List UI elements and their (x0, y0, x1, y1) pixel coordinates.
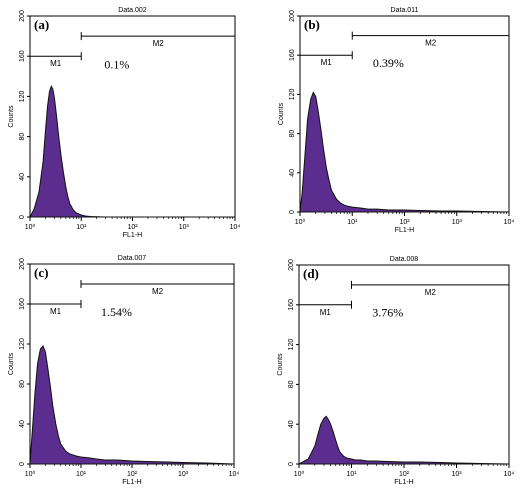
y-tick-label: 120 (289, 88, 296, 100)
x-tick-label: 10³ (451, 471, 462, 478)
x-axis-label: FL1-H (122, 479, 141, 486)
y-tick-label: 80 (19, 380, 26, 388)
y-tick-label: 80 (289, 130, 296, 138)
marker-m2-label: M2 (425, 39, 437, 48)
y-tick-label: 40 (289, 169, 296, 177)
y-tick-label: 80 (288, 380, 295, 388)
chart-panel-4: Data.008 (d) 0 40 80 120 160 200 10⁰ 10¹ 10² 10³ 10⁴… (277, 256, 514, 486)
histogram-area (29, 345, 235, 465)
x-tick-label: 10¹ (76, 471, 87, 478)
x-tick-label: 10³ (179, 224, 190, 231)
x-tick-label: 10³ (178, 471, 189, 478)
x-tick-label: 10¹ (347, 219, 358, 226)
y-tick-label: 200 (19, 258, 26, 270)
y-tick-label: 40 (19, 173, 26, 181)
y-axis-label: Counts (8, 105, 15, 128)
y-tick-label: 200 (289, 10, 296, 22)
x-tick-label: 10⁰ (25, 470, 36, 478)
x-axis-label: FL1-H (123, 232, 142, 239)
plot-frame (29, 263, 235, 465)
x-tick-label: 10⁴ (230, 224, 241, 231)
x-axis-label: FL1-H (394, 479, 413, 486)
marker-m2-label: M2 (152, 287, 164, 296)
chart-panel-2: Data.011 (b) 0 40 80 120 160 200 10⁰ 10¹ 10² 10³ 10⁴… (278, 7, 514, 234)
x-tick-label: 10² (127, 224, 138, 231)
histogram-area (298, 415, 510, 465)
y-tick-label: 200 (19, 10, 26, 22)
histogram-area (29, 85, 235, 218)
x-tick-label: 10⁴ (504, 219, 515, 226)
y-tick-label: 0 (19, 462, 26, 466)
y-tick-label: 0 (19, 215, 26, 219)
chart-panel-1: Data.002 (a) 0 40 80 120 160 200 10⁰ 10¹ 10² 10³ 10⁴… (8, 7, 240, 239)
x-tick-label: 10¹ (76, 224, 87, 231)
marker-m2-label: M2 (425, 288, 437, 297)
plot-frame (299, 15, 510, 213)
percentage-annotation: 0.39% (373, 56, 404, 70)
y-tick-label: 0 (288, 462, 295, 466)
chart-title: Data.011 (391, 7, 419, 14)
panel-label: (c) (34, 265, 48, 280)
percentage-annotation: 0.1% (104, 57, 129, 71)
x-tick-label: 10² (399, 219, 410, 226)
y-tick-label: 160 (19, 298, 26, 310)
chart-panel-3: Data.007 (c) 0 40 80 120 160 200 10⁰ 10¹ 10² 10³ 10⁴… (8, 255, 239, 486)
y-tick-label: 40 (288, 420, 295, 428)
y-tick-label: 200 (288, 259, 295, 271)
x-tick-label: 10³ (452, 219, 463, 226)
y-tick-label: 0 (289, 210, 296, 214)
y-tick-label: 120 (288, 339, 295, 351)
chart-title: Data.007 (118, 255, 147, 262)
percentage-annotation: 3.76% (372, 306, 403, 320)
y-tick-label: 160 (289, 49, 296, 61)
x-tick-label: 10⁰ (295, 218, 306, 226)
histogram-area (299, 91, 510, 213)
x-tick-label: 10¹ (346, 471, 357, 478)
marker-m1-label: M1 (321, 58, 333, 67)
marker-m2-label: M2 (153, 39, 165, 48)
x-tick-label: 10⁰ (294, 470, 305, 478)
panel-label: (b) (304, 17, 320, 32)
y-axis-label: Counts (277, 353, 284, 376)
x-tick-label: 10⁴ (229, 471, 240, 478)
panel-label: (d) (303, 266, 319, 281)
y-tick-label: 40 (19, 420, 26, 428)
x-tick-label: 10⁴ (504, 471, 515, 478)
panel-label: (a) (34, 17, 49, 32)
y-tick-label: 160 (19, 50, 26, 62)
marker-m1-label: M1 (50, 307, 62, 316)
marker-m1-label: M1 (320, 308, 332, 317)
y-tick-label: 120 (19, 90, 26, 102)
chart-title: Data.002 (118, 7, 147, 14)
y-axis-label: Counts (8, 352, 15, 375)
y-tick-label: 80 (19, 133, 26, 141)
x-tick-label: 10² (399, 471, 410, 478)
x-tick-label: 10⁰ (25, 223, 36, 231)
y-axis-label: Counts (278, 102, 285, 125)
y-tick-label: 120 (19, 338, 26, 350)
marker-m1-label: M1 (50, 59, 62, 68)
percentage-annotation: 1.54% (101, 305, 132, 319)
chart-title: Data.008 (390, 256, 419, 263)
x-axis-label: FL1-H (395, 227, 414, 234)
x-tick-label: 10² (127, 471, 138, 478)
y-tick-label: 160 (288, 299, 295, 311)
